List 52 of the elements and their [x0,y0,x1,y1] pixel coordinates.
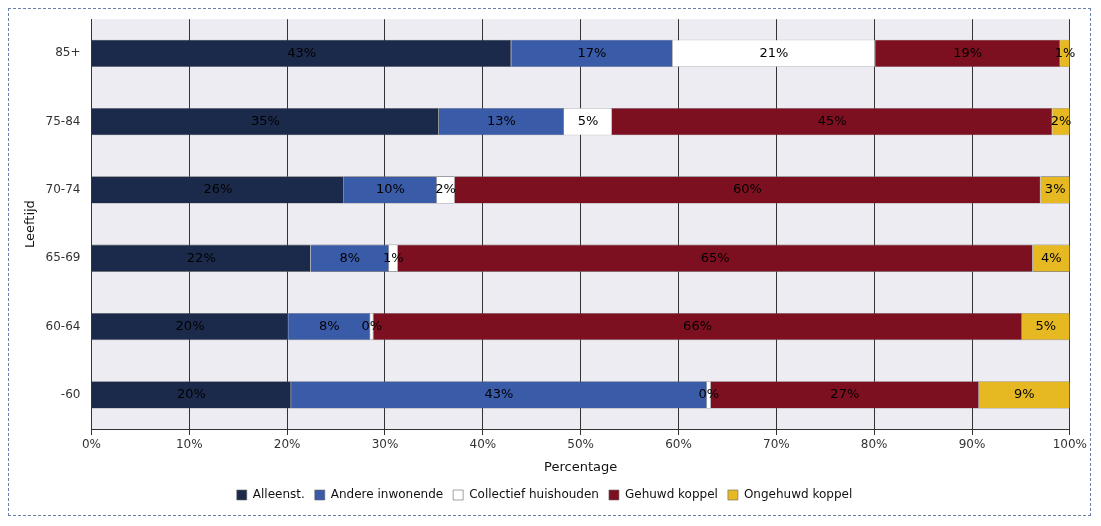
legend-label: Ongehuwd koppel [743,487,853,502]
data-label: 5% [1035,317,1057,333]
data-label: 45% [817,113,847,129]
data-label: 9% [1014,386,1035,402]
legend-label: Collectief huishouden [469,487,599,502]
data-label: 0% [698,386,720,402]
data-label: 0% [361,317,383,333]
data-label: 1% [382,249,404,265]
data-label: 65% [700,249,730,265]
data-label: 8% [318,317,340,333]
data-label: 19% [953,44,983,60]
x-tick-label: 70% [763,437,790,452]
data-label: 17% [577,44,607,60]
y-tick-label: -60 [60,386,81,401]
x-tick-label: 30% [371,437,399,452]
data-label: 20% [177,386,206,402]
y-tick-label: 85+ [55,45,81,60]
x-tick-label: 10% [175,437,203,452]
data-label: 27% [830,386,860,402]
y-tick-label: 75-84 [45,113,81,128]
x-tick-label: 50% [567,437,594,452]
data-label: 60% [733,181,762,197]
y-tick-label: 65-69 [45,250,81,265]
x-tick-label: 80% [860,437,888,452]
data-label: 3% [1044,181,1066,197]
x-tick-label: 90% [958,437,986,452]
x-axis-title: Percentage [544,458,618,474]
legend-label: Andere inwonende [330,487,444,502]
data-label: 26% [203,181,233,197]
legend-label: Gehuwd koppel [624,487,718,502]
data-label: 20% [175,317,205,333]
x-tick-label: 0% [81,437,101,452]
y-tick-label: 60-64 [45,318,81,333]
y-axis-title: Leeftijd [22,200,38,249]
y-tick-label: 70-74 [45,182,81,197]
data-label: 4% [1040,249,1062,265]
data-label: 2% [435,181,456,197]
x-tick-label: 20% [273,437,301,452]
data-label: 10% [375,181,405,197]
x-tick-label: 40% [469,437,497,452]
data-label: 22% [186,249,216,265]
x-tick-label: 60% [665,437,692,452]
legend-label: Alleenst. [252,487,305,502]
data-label: 43% [484,386,514,402]
data-label: 5% [577,113,599,129]
x-tick-label: 100% [1052,437,1087,452]
data-label: 13% [486,113,516,129]
data-label: 21% [759,44,789,60]
data-label: 43% [287,44,317,60]
data-label: 8% [339,249,361,265]
data-label: 66% [683,317,713,333]
data-label: 35% [250,113,280,129]
